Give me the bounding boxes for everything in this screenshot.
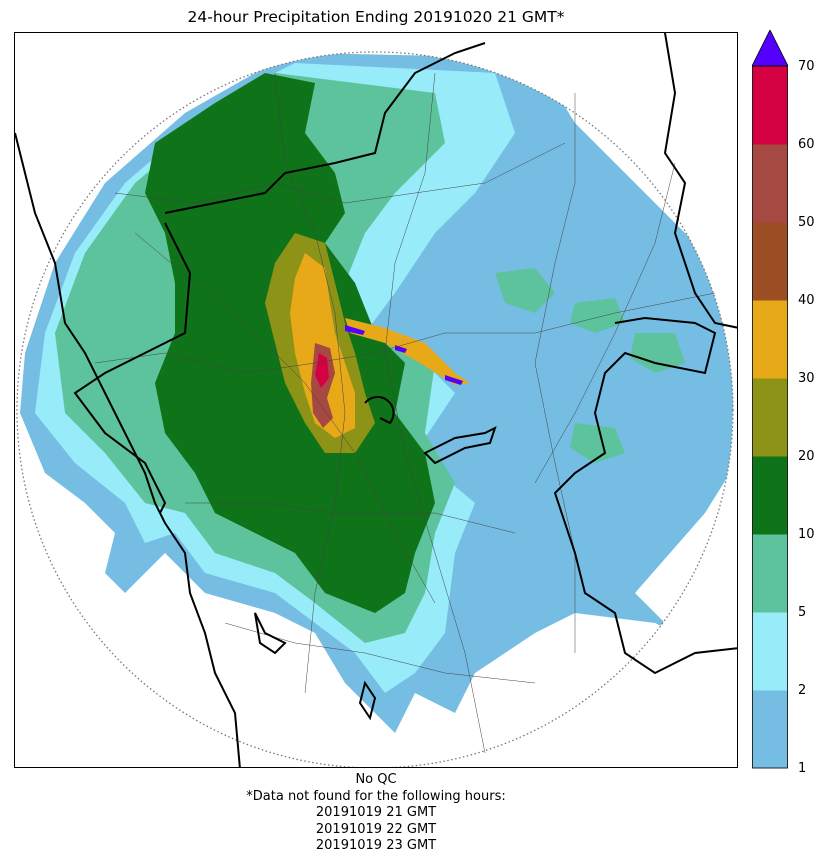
footer-notes: No QC *Data not found for the following …: [0, 772, 752, 855]
colorbar-segment: [752, 300, 788, 379]
colorbar-segment: [752, 66, 788, 145]
radar-range-ring: [16, 51, 734, 767]
colorbar: [752, 30, 788, 769]
precip-cells-east: [495, 268, 685, 463]
district-boundaries: [94, 72, 716, 754]
colorbar-segment: [752, 222, 788, 301]
radar-map-canvas: [15, 33, 737, 767]
colorbar-tick-label: 70: [798, 58, 815, 74]
colorbar-tick-label: 20: [798, 448, 815, 464]
colorbar-tick-label: 40: [798, 292, 815, 308]
map-title: 24-hour Precipitation Ending 20191020 21…: [187, 8, 565, 26]
colorbar-segment: [752, 378, 788, 457]
precip-streak-east: [345, 318, 470, 385]
missing-data-note: *Data not found for the following hours:: [246, 788, 506, 804]
colorbar-segment: [752, 690, 788, 769]
colorbar-segment: [752, 456, 788, 535]
colorbar-segment: [752, 144, 788, 223]
colorbar-tick-label: 5: [798, 604, 807, 620]
colorbar-tick-label: 1: [798, 760, 807, 776]
colorbar-tick-label: 30: [798, 370, 815, 386]
precipitation-field: [20, 53, 733, 733]
precip-streak-core: [345, 325, 463, 385]
state-boundaries: [15, 33, 737, 767]
missing-hour-2: 20191019 22 GMT: [315, 821, 437, 837]
colorbar-tick-label: 50: [798, 214, 815, 230]
missing-hour-3: 20191019 23 GMT: [315, 838, 437, 853]
precip-band-60-70: [315, 353, 329, 388]
colorbar-segment: [752, 534, 788, 613]
colorbar-tick-label: 2: [798, 682, 807, 698]
precipitation-map: [14, 32, 738, 768]
qc-label: No QC: [355, 772, 397, 787]
colorbar-segments: [752, 66, 788, 769]
colorbar-outline: [752, 65, 788, 769]
colorbar-tick-label: 10: [798, 526, 815, 542]
missing-hour-1: 20191019 21 GMT: [315, 805, 437, 820]
colorbar-tick-label: 60: [798, 136, 815, 152]
colorbar-segment: [752, 612, 788, 691]
colorbar-extend-arrow: [752, 30, 788, 67]
